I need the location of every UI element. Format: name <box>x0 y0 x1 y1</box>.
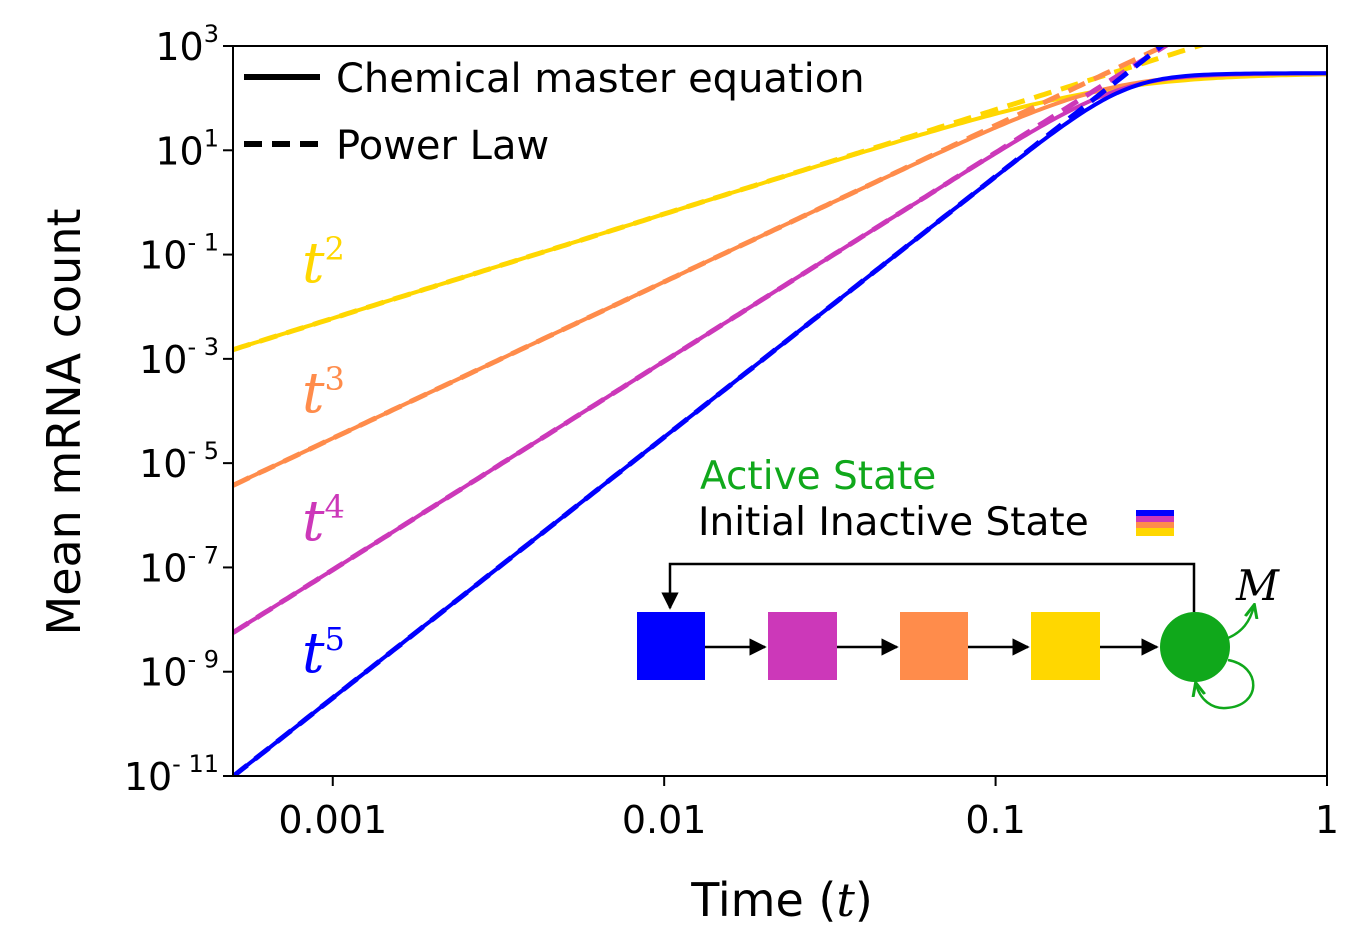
y-axis-title: Mean mRNA count <box>37 208 91 635</box>
y-tick-label: 10- 1 <box>139 229 219 278</box>
series-label-t5: t5 <box>302 620 345 686</box>
inset-schematic: Active State Initial Inactive State M <box>637 454 1280 710</box>
y-tick-label: 10- 9 <box>139 646 219 695</box>
inactive-state-color-swatch <box>1136 510 1174 536</box>
y-tick-label: 10- 5 <box>139 437 219 486</box>
x-axis-title-text: Time ( <box>690 873 836 927</box>
output-arrow <box>1227 606 1254 640</box>
y-tick-label: 103 <box>155 20 219 69</box>
legend-label-power-law: Power Law <box>336 123 549 169</box>
x-tick-label: 0.1 <box>965 798 1025 842</box>
y-tick-label: 10- 3 <box>139 333 219 382</box>
cme-line-t5 <box>233 71 1327 776</box>
state-box-yellow <box>1031 612 1100 680</box>
feedback-arrow <box>661 562 1196 612</box>
y-tick-label: 101 <box>155 124 219 173</box>
x-tick-label: 1 <box>1315 798 1339 842</box>
x-axis-title-var: t <box>836 873 855 927</box>
self-loop-arrow <box>1196 658 1255 710</box>
cme-line-t2 <box>233 72 1327 352</box>
legend: Chemical master equation Power Law <box>244 56 865 169</box>
state-box-magenta <box>768 612 837 680</box>
active-state-label: Active State <box>700 454 936 499</box>
x-axis-title: Time (t) <box>690 873 873 927</box>
y-tick-label: 10- 11 <box>124 750 219 799</box>
x-tick-label: 0.01 <box>622 798 707 842</box>
state-box-orange <box>900 612 968 680</box>
state-box-blue <box>637 612 705 680</box>
plot-frame <box>232 45 1328 777</box>
x-tick-label: 0.001 <box>278 798 387 842</box>
series-label-t3: t3 <box>302 360 345 426</box>
axis-ticks: 0.001 0.01 0.1 1 103 101 10- 1 10- 3 10- 5 10- 7 1… <box>124 20 1339 842</box>
y-tick-label: 10- 7 <box>139 541 219 590</box>
active-state-circle <box>1160 612 1230 682</box>
legend-label-cme: Chemical master equation <box>336 56 865 102</box>
series-label-t2: t2 <box>302 230 345 296</box>
output-label-m: M <box>1235 561 1280 610</box>
series-labels: t2 t3 t4 t5 <box>302 230 345 686</box>
plot-curves <box>233 46 1327 776</box>
x-axis-title-close: ) <box>855 873 873 927</box>
initial-inactive-state-label: Initial Inactive State <box>698 500 1089 545</box>
series-label-t4: t4 <box>302 488 345 554</box>
